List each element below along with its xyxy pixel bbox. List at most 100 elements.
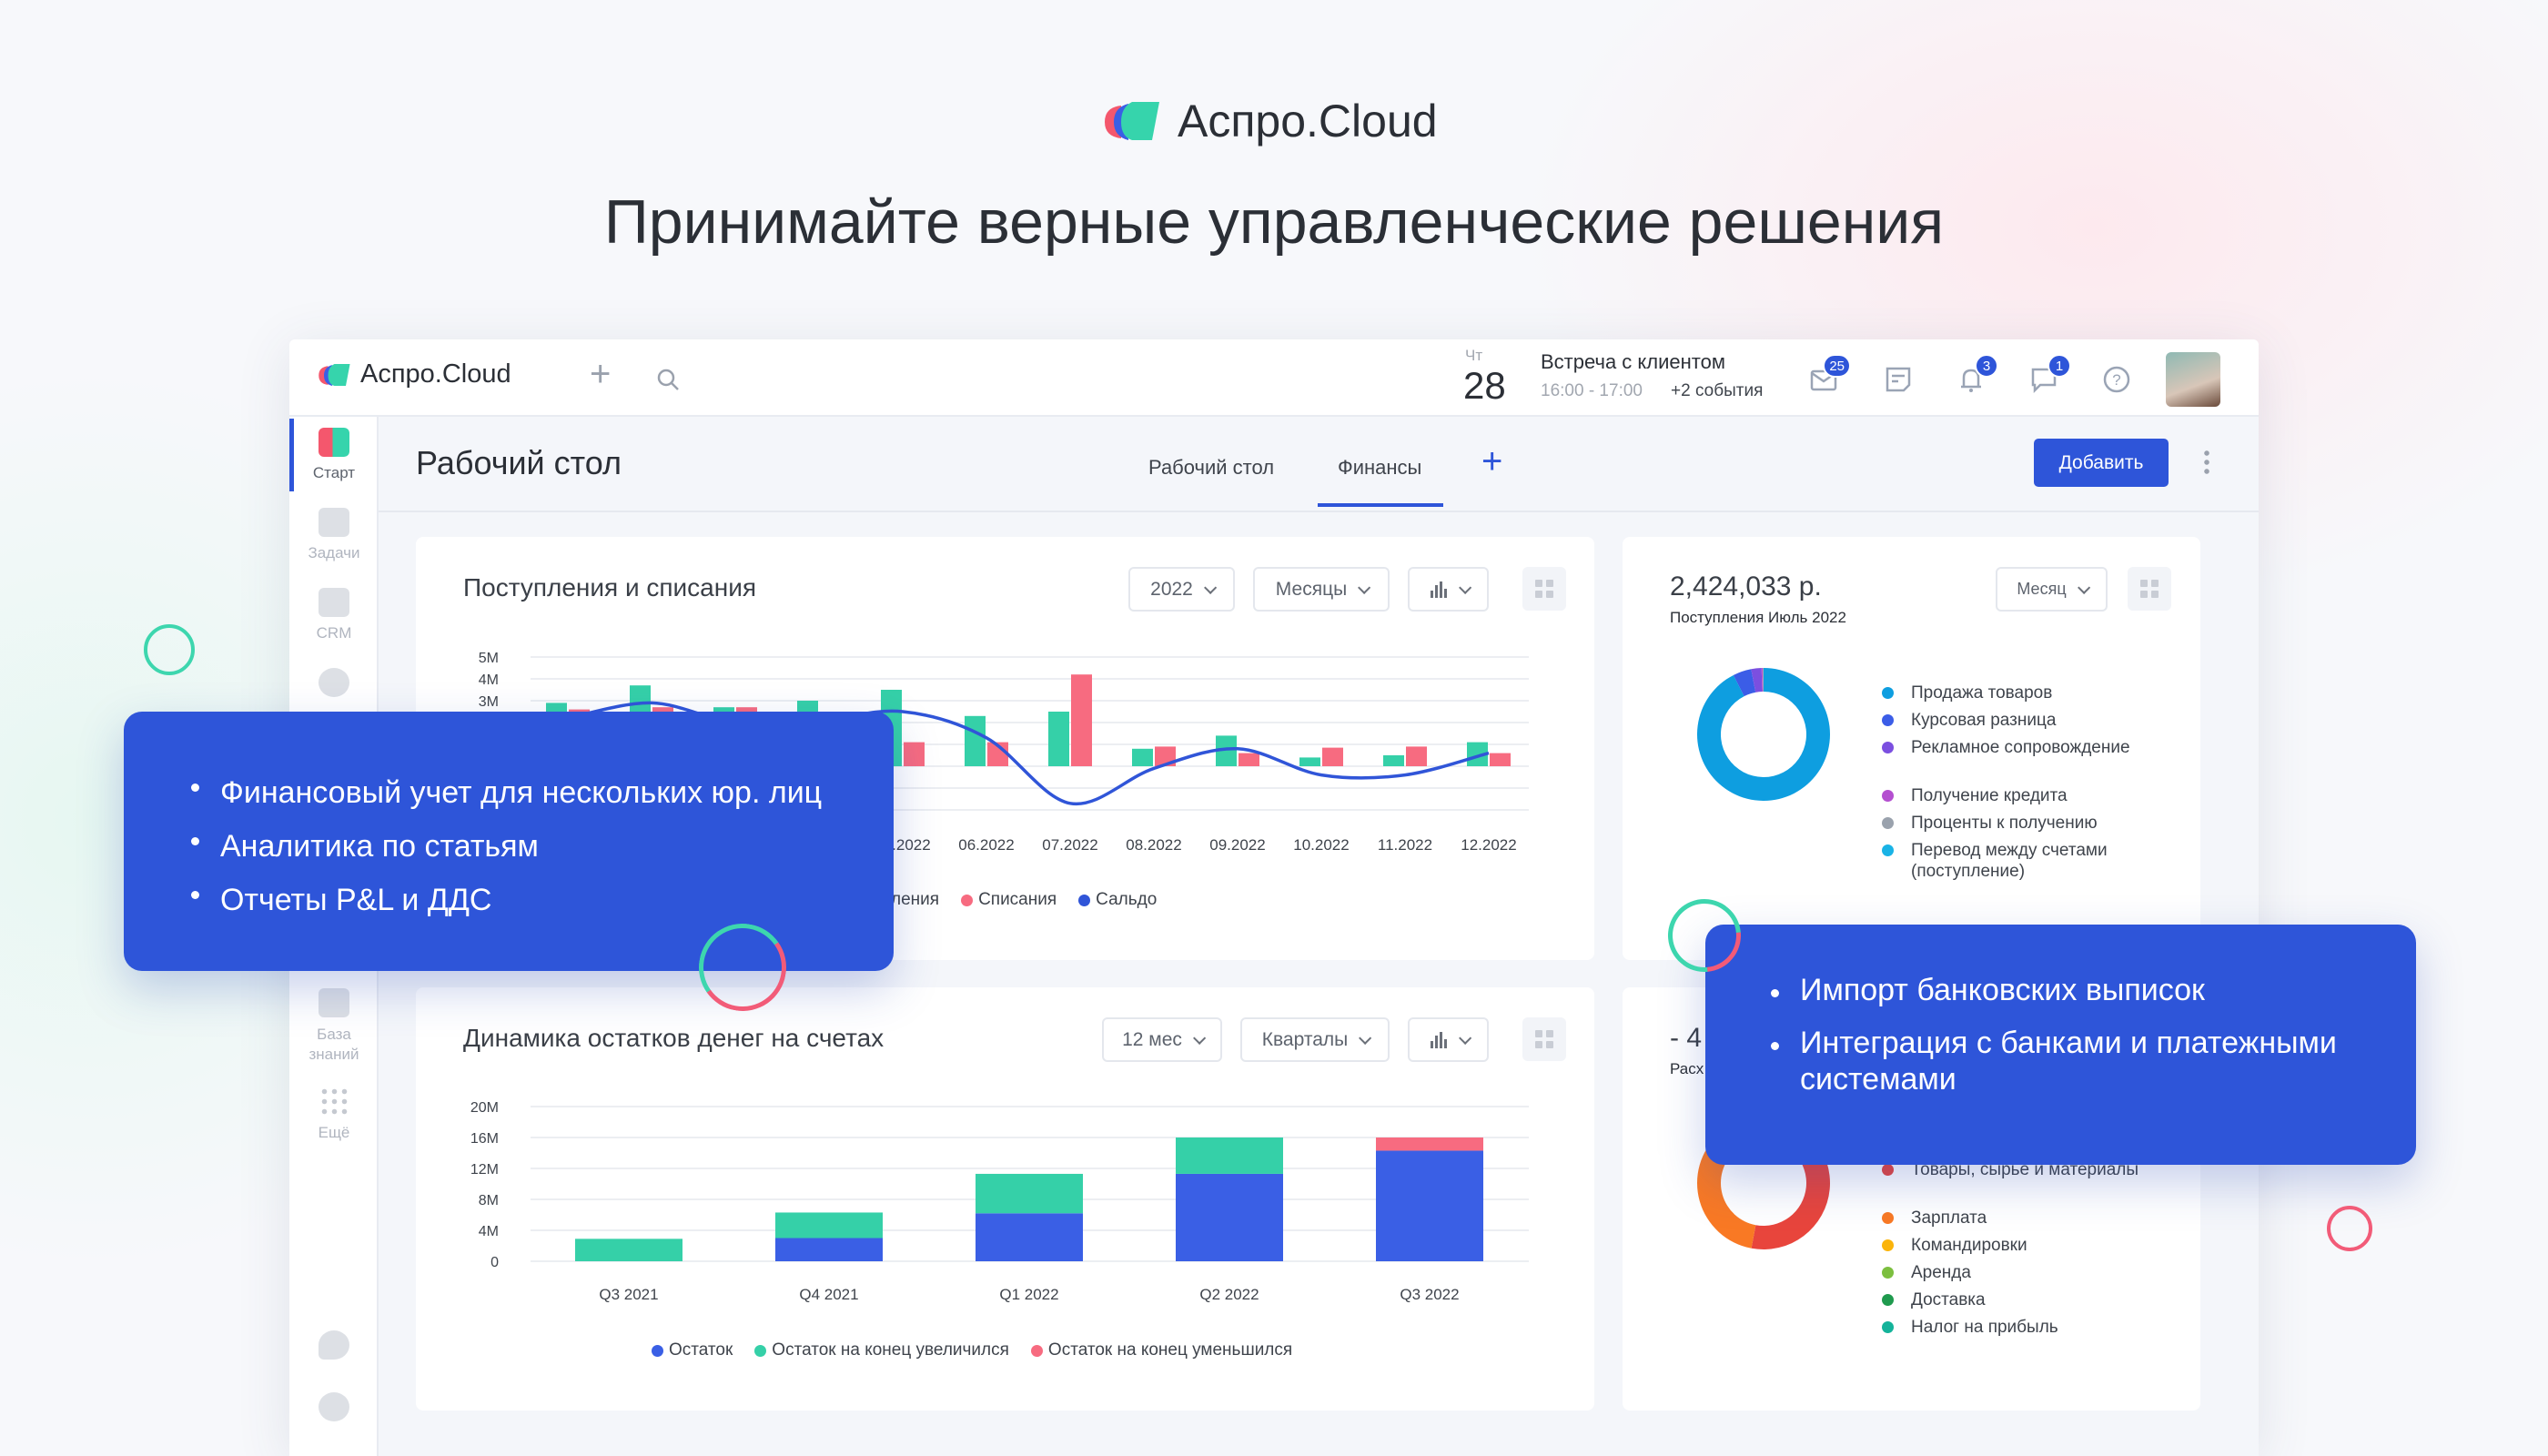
legend-label: Проценты к получению: [1911, 814, 2098, 833]
balance-chart-title: Динамика остатков денег на счетах: [463, 1024, 885, 1052]
x-tick-label: 07.2022: [1042, 836, 1097, 854]
decor-ring: [144, 624, 195, 675]
drag-handle-icon[interactable]: [1522, 1017, 1566, 1061]
add-button[interactable]: Добавить: [2034, 439, 2169, 487]
search-icon[interactable]: [655, 367, 681, 392]
chat-badge: 1: [2048, 354, 2071, 378]
y-tick-label: 0: [490, 1255, 499, 1270]
sidebar-item-start[interactable]: Старт: [289, 428, 379, 482]
mail-badge: 25: [1823, 354, 1851, 378]
feature-item: Финансовый учет для нескольких юр. лиц: [191, 766, 894, 820]
bar-expense: [904, 742, 925, 766]
bar-income: [965, 715, 986, 766]
income-chart-title: Поступления и списания: [463, 573, 757, 602]
chat-button[interactable]: 1: [2029, 354, 2071, 394]
bar-income: [1383, 755, 1404, 766]
mail-button[interactable]: 25: [1809, 354, 1851, 394]
quarter-select[interactable]: Кварталы: [1240, 1017, 1390, 1062]
user-avatar[interactable]: [2166, 352, 2220, 407]
legend-item[interactable]: Списания: [961, 890, 1057, 910]
chart-type-select[interactable]: [1408, 567, 1489, 612]
select-value: 12 мес: [1122, 1028, 1182, 1050]
stacked-bar-segment: [775, 1238, 883, 1261]
x-tick-label: Q3 2022: [1400, 1286, 1459, 1303]
drag-handle-icon[interactable]: [2128, 567, 2171, 611]
sidebar-item-more[interactable]: Ещё: [289, 1087, 379, 1142]
donut-slice: [1761, 668, 1764, 693]
month-select[interactable]: Месяц: [1996, 567, 2108, 612]
drag-handle-icon[interactable]: [1522, 567, 1566, 611]
x-tick-label: Q4 2021: [799, 1286, 858, 1303]
feature-item: Аналитика по статьям: [191, 820, 894, 874]
bar-income: [1132, 748, 1153, 766]
year-select[interactable]: 2022: [1128, 567, 1235, 612]
bell-badge: 3: [1975, 354, 1998, 378]
sidebar-item-p[interactable]: [289, 1330, 379, 1367]
tab-desktop[interactable]: Рабочий стол: [1148, 456, 1275, 479]
chart-type-select[interactable]: [1408, 1017, 1489, 1062]
notifications-button[interactable]: 3: [1956, 354, 1998, 394]
sidebar-label: Старт: [312, 464, 356, 481]
chat-bubble-icon: [318, 668, 349, 697]
heart-card-icon: [318, 428, 349, 457]
notes-button[interactable]: [1884, 365, 1913, 394]
legend-dot: [1882, 1267, 1894, 1279]
legend-label: Сальдо: [1096, 890, 1158, 909]
aspro-logo-icon: [1105, 102, 1159, 140]
kebab-menu-icon[interactable]: [2204, 449, 2209, 476]
legend-item[interactable]: Остаток на конец уменьшился: [1030, 1340, 1292, 1360]
svg-text:?: ?: [2112, 371, 2120, 389]
decor-ring: [2327, 1206, 2372, 1251]
x-tick-label: 11.2022: [1378, 836, 1432, 854]
legend-dot: [1882, 714, 1894, 726]
legend-item[interactable]: Остаток: [652, 1340, 733, 1360]
legend-label: Получение кредита: [1911, 786, 2068, 805]
p-logo-icon: [318, 1330, 349, 1360]
knowledge-base-icon: [318, 988, 349, 1017]
legend-item[interactable]: Остаток на конец увеличился: [754, 1340, 1009, 1360]
y-tick-label: 16M: [470, 1131, 499, 1147]
bar-expense: [1239, 753, 1259, 766]
app-logo[interactable]: Аспро.Cloud: [317, 359, 511, 389]
active-tab-underline: [1318, 503, 1443, 507]
donut-slice: [1733, 669, 1756, 697]
y-tick-label: 4M: [479, 1224, 499, 1239]
legend-label: Остаток на конец увеличился: [772, 1340, 1009, 1360]
bar-chart-icon: [1430, 581, 1447, 598]
sidebar-item-hidden[interactable]: [289, 668, 379, 704]
bar-expense: [1406, 746, 1427, 766]
top-bar: Аспро.Cloud + Чт 28 Встреча с клиентом 1…: [289, 339, 2259, 417]
period-select[interactable]: Месяцы: [1253, 567, 1390, 612]
bar-income: [1216, 735, 1237, 766]
add-tab-plus-icon[interactable]: +: [1481, 441, 1503, 481]
legend-label: Перевод между счетами (поступление): [1911, 841, 2108, 881]
divider: [379, 511, 2259, 512]
tab-finance[interactable]: Финансы: [1338, 456, 1422, 479]
sidebar-item-knowledge[interactable]: База знаний: [289, 988, 379, 1065]
bar-income: [1299, 757, 1320, 766]
expense-amount: - 4: [1670, 1023, 1703, 1053]
range-select[interactable]: 12 мес: [1102, 1017, 1222, 1062]
stacked-bar-segment: [976, 1173, 1083, 1214]
sidebar-label: База знаний: [308, 1026, 359, 1063]
page-title: Рабочий стол: [416, 444, 622, 481]
legend-dot: [1882, 1239, 1894, 1251]
donut-slice: [1697, 668, 1830, 801]
legend-item[interactable]: Сальдо: [1078, 890, 1157, 910]
sidebar-item-tasks[interactable]: Задачи: [289, 508, 379, 562]
sidebar-item-settings[interactable]: [289, 1392, 379, 1429]
help-button[interactable]: ?: [2102, 365, 2131, 394]
sidebar-item-crm[interactable]: CRM: [289, 588, 379, 642]
create-plus-icon[interactable]: +: [590, 354, 612, 394]
legend-label: Рекламное сопровождение: [1911, 738, 2130, 757]
legend-label: Продажа товаров: [1911, 683, 2053, 703]
features-callout-left: Финансовый учет для нескольких юр. лиц Ан…: [124, 712, 894, 971]
headline: Принимайте верные управленческие решения: [603, 187, 1945, 257]
y-tick-label: 4M: [479, 672, 499, 688]
more-events-link[interactable]: +2 события: [1671, 381, 1764, 400]
x-tick-label: Q2 2022: [1199, 1286, 1259, 1303]
event-title[interactable]: Встреча с клиентом: [1541, 350, 1725, 373]
features-callout-right: Импорт банковских выписок Интеграция с ба…: [1705, 925, 2416, 1165]
legend-dot: [1882, 790, 1894, 802]
y-tick-label: 12M: [470, 1162, 499, 1178]
